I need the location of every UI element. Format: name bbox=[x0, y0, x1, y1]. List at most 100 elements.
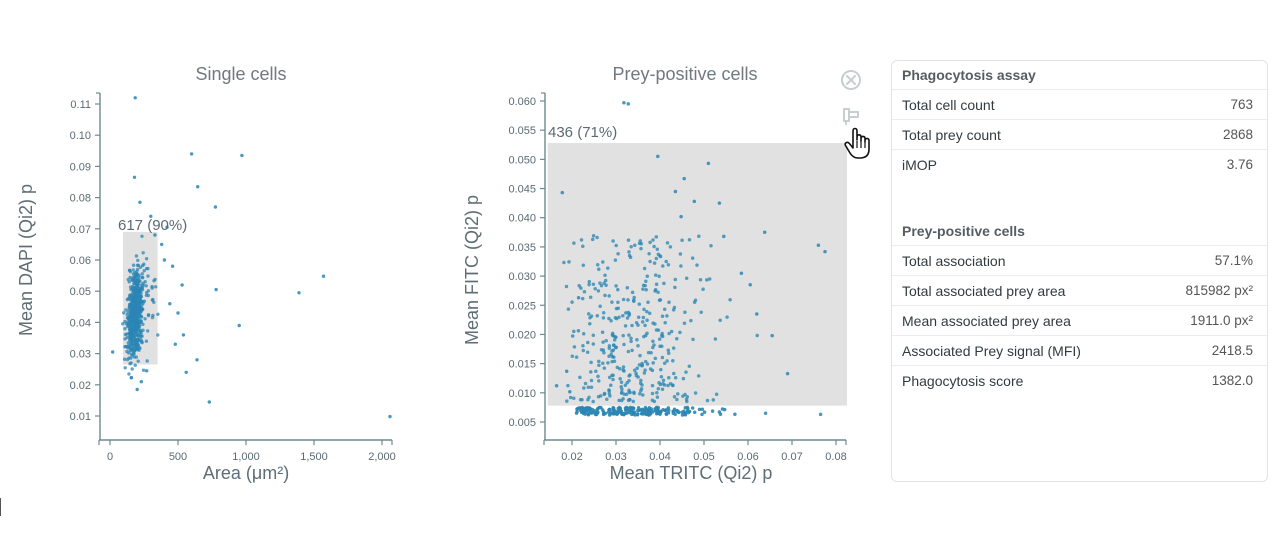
data-point bbox=[588, 406, 592, 410]
data-point bbox=[576, 328, 581, 333]
data-point bbox=[596, 289, 601, 293]
data-point bbox=[636, 343, 640, 348]
data-point bbox=[610, 349, 614, 353]
data-point bbox=[667, 376, 671, 380]
data-point bbox=[652, 399, 657, 404]
data-point bbox=[141, 368, 146, 372]
data-point bbox=[154, 285, 158, 289]
data-point bbox=[633, 243, 637, 248]
data-point bbox=[132, 313, 136, 318]
data-point bbox=[123, 319, 127, 324]
data-point bbox=[645, 309, 649, 314]
data-point bbox=[132, 325, 137, 330]
data-point bbox=[131, 349, 136, 354]
data-point bbox=[612, 338, 617, 342]
data-point bbox=[632, 368, 637, 372]
data-point bbox=[143, 317, 147, 321]
data-point bbox=[692, 199, 697, 204]
data-point bbox=[589, 385, 594, 389]
data-point bbox=[607, 294, 611, 298]
data-point bbox=[589, 360, 593, 365]
row-label: Total prey count bbox=[902, 126, 1001, 143]
data-point bbox=[644, 279, 648, 283]
data-point bbox=[755, 333, 759, 338]
data-point bbox=[682, 321, 687, 325]
table-row: Mean associated prey area 1911.0 px² bbox=[892, 306, 1267, 336]
y-tick-label: 0.08 bbox=[70, 193, 91, 205]
y-tick-label: 0.040 bbox=[508, 213, 536, 225]
data-point bbox=[659, 333, 664, 338]
data-point bbox=[654, 282, 659, 286]
data-point bbox=[602, 366, 607, 370]
data-point bbox=[144, 284, 148, 288]
data-point bbox=[653, 273, 658, 277]
y-tick-label: 0.06 bbox=[70, 255, 91, 267]
data-point bbox=[684, 370, 688, 374]
data-point bbox=[656, 386, 661, 391]
data-point bbox=[603, 278, 608, 283]
data-point bbox=[133, 275, 138, 279]
data-point bbox=[123, 332, 128, 337]
data-point bbox=[642, 266, 647, 271]
data-point bbox=[605, 397, 609, 402]
x-tick-label: 0.05 bbox=[693, 451, 714, 463]
data-point bbox=[652, 343, 656, 347]
data-point bbox=[622, 101, 626, 105]
data-point bbox=[165, 225, 169, 229]
data-point bbox=[647, 405, 652, 410]
data-point bbox=[660, 355, 665, 360]
data-point bbox=[127, 372, 131, 376]
data-point bbox=[666, 406, 671, 410]
data-point bbox=[627, 253, 632, 258]
data-point bbox=[623, 383, 628, 387]
data-point bbox=[130, 352, 134, 356]
data-point bbox=[131, 268, 135, 272]
data-point bbox=[123, 337, 127, 341]
data-point bbox=[671, 411, 676, 415]
data-point bbox=[643, 368, 647, 372]
data-point bbox=[684, 276, 689, 280]
data-point bbox=[672, 407, 677, 411]
data-point bbox=[160, 242, 164, 247]
data-point bbox=[611, 408, 616, 412]
data-point bbox=[641, 283, 646, 288]
data-point bbox=[665, 359, 669, 363]
data-point bbox=[146, 329, 150, 333]
data-point bbox=[687, 364, 692, 368]
data-point bbox=[138, 328, 143, 332]
data-point bbox=[602, 391, 607, 396]
data-point bbox=[669, 329, 674, 334]
data-point bbox=[616, 287, 620, 292]
row-value: 763 bbox=[1230, 97, 1253, 112]
data-point bbox=[641, 287, 645, 291]
data-point bbox=[700, 407, 705, 411]
data-point bbox=[650, 383, 655, 388]
data-point bbox=[683, 411, 688, 415]
data-point bbox=[213, 205, 218, 209]
x-tick-label: 0.08 bbox=[825, 451, 846, 463]
data-point bbox=[156, 312, 160, 316]
data-point bbox=[616, 300, 620, 305]
data-point bbox=[632, 391, 636, 395]
gate-count-label: 436 (71%) bbox=[548, 124, 617, 141]
data-point bbox=[675, 408, 679, 413]
data-point bbox=[616, 252, 620, 256]
data-point bbox=[139, 283, 144, 287]
close-icon[interactable] bbox=[840, 69, 861, 90]
y-tick-label: 0.11 bbox=[70, 99, 91, 111]
data-point bbox=[645, 274, 650, 279]
pin-icon[interactable] bbox=[840, 104, 860, 125]
data-point bbox=[609, 318, 613, 323]
data-point bbox=[601, 316, 606, 320]
data-point bbox=[619, 384, 623, 389]
data-point bbox=[180, 283, 184, 287]
data-point bbox=[663, 320, 667, 325]
data-point bbox=[646, 350, 651, 355]
data-point bbox=[590, 237, 595, 242]
data-point bbox=[572, 345, 577, 349]
data-point bbox=[697, 234, 701, 238]
data-point bbox=[184, 370, 188, 374]
data-point bbox=[130, 343, 134, 347]
y-tick-label: 0.035 bbox=[508, 242, 536, 254]
data-point bbox=[196, 185, 200, 189]
